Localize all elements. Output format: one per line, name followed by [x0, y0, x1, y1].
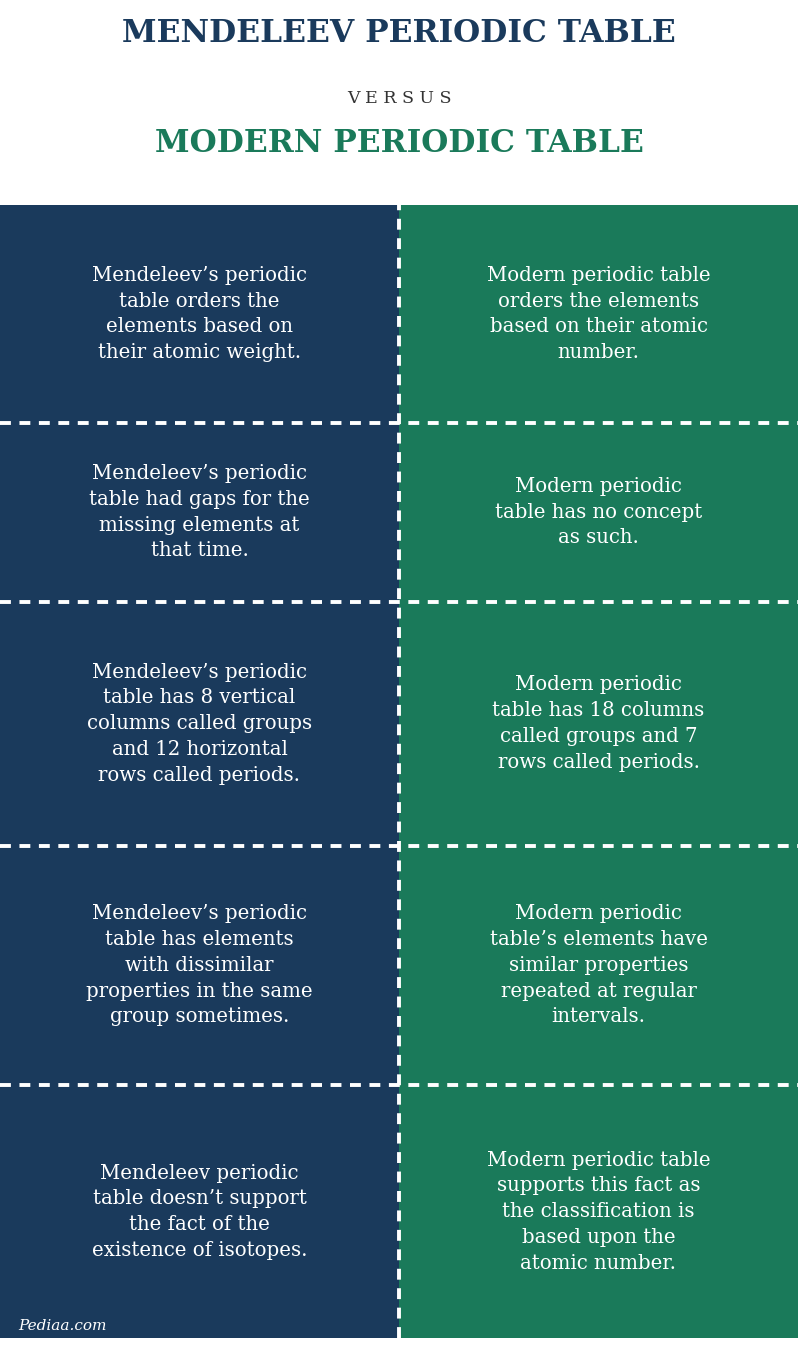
Text: Mendeleev’s periodic
table has 8 vertical
columns called groups
and 12 horizonta: Mendeleev’s periodic table has 8 vertica…: [87, 663, 312, 785]
Bar: [399, 1085, 798, 1338]
Text: Mendeleev periodic
table doesn’t support
the fact of the
existence of isotopes.: Mendeleev periodic table doesn’t support…: [92, 1164, 307, 1260]
Bar: [0, 206, 399, 423]
Text: Modern periodic table
orders the elements
based on their atomic
number.: Modern periodic table orders the element…: [487, 265, 710, 363]
Bar: [0, 1085, 399, 1338]
Text: Modern periodic
table’s elements have
similar properties
repeated at regular
int: Modern periodic table’s elements have si…: [489, 904, 708, 1027]
Text: Modern periodic
table has no concept
as such.: Modern periodic table has no concept as …: [495, 478, 702, 548]
Text: MODERN PERIODIC TABLE: MODERN PERIODIC TABLE: [155, 129, 643, 160]
Text: Modern periodic table
supports this fact as
the classification is
based upon the: Modern periodic table supports this fact…: [487, 1150, 710, 1273]
Text: Mendeleev’s periodic
table had gaps for the
missing elements at
that time.: Mendeleev’s periodic table had gaps for …: [89, 464, 310, 560]
Bar: [0, 846, 399, 1085]
Bar: [0, 602, 399, 846]
Text: Modern periodic
table has 18 columns
called groups and 7
rows called periods.: Modern periodic table has 18 columns cal…: [492, 675, 705, 771]
Text: MENDELEEV PERIODIC TABLE: MENDELEEV PERIODIC TABLE: [122, 18, 676, 49]
Text: V E R S U S: V E R S U S: [347, 91, 451, 107]
Bar: [0, 423, 399, 602]
Bar: [399, 602, 798, 846]
Text: Mendeleev’s periodic
table has elements
with dissimilar
properties in the same
g: Mendeleev’s periodic table has elements …: [86, 904, 313, 1027]
Bar: [399, 206, 798, 423]
Text: Mendeleev’s periodic
table orders the
elements based on
their atomic weight.: Mendeleev’s periodic table orders the el…: [92, 265, 307, 363]
Text: Pediaa.com: Pediaa.com: [18, 1319, 106, 1333]
Bar: [399, 423, 798, 602]
Bar: [399, 846, 798, 1085]
